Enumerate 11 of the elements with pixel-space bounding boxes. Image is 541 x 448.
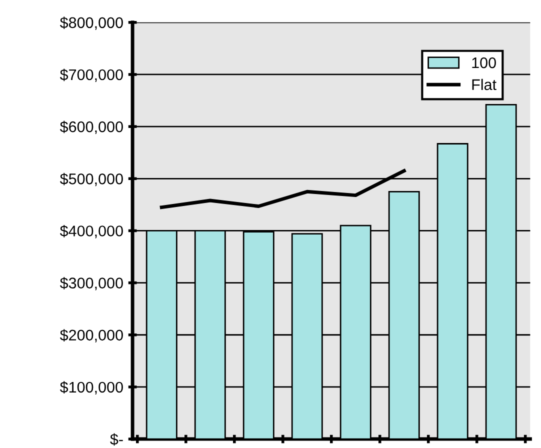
y-tick-label: $200,000: [60, 329, 123, 342]
y-tick-label: $600,000: [60, 120, 123, 134]
y-tick-label: $100,000: [60, 381, 123, 394]
y-tick-label: $-: [110, 433, 123, 446]
y-tick-label: $700,000: [60, 68, 123, 82]
y-tick-label: $400,000: [60, 224, 123, 238]
legend-label: Flat: [472, 78, 496, 90]
y-tick-label: $500,000: [60, 172, 123, 186]
legend-label: 100: [472, 57, 496, 68]
y-tick-label: $800,000: [60, 16, 123, 30]
y-tick-label: $300,000: [60, 277, 123, 290]
